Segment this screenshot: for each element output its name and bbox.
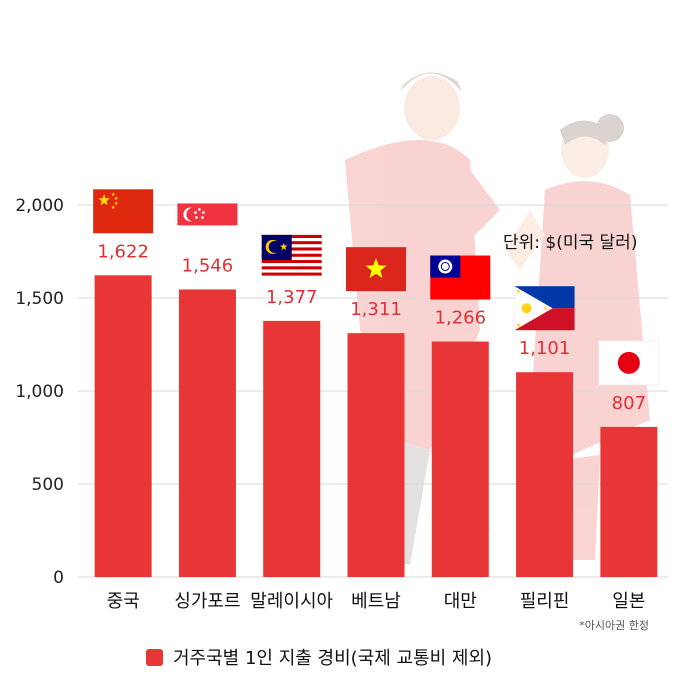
value-label: 1,101 [519, 338, 571, 359]
bar [178, 289, 236, 577]
unit-label: 단위: $(미국 달러) [503, 233, 638, 253]
bar [516, 372, 574, 577]
category-label: 필리핀 [520, 591, 570, 612]
legend-swatch [146, 648, 163, 666]
y-tick-label: 0 [53, 568, 64, 588]
value-label: 1,546 [182, 255, 234, 276]
bars [94, 275, 658, 577]
bar [263, 320, 321, 577]
y-tick-label: 1,500 [15, 289, 64, 309]
bar [94, 275, 152, 577]
malaysia-flag-icon [261, 234, 322, 279]
value-label: 1,377 [266, 287, 318, 308]
taiwan-flag-icon [430, 255, 491, 300]
category-label: 베트남 [351, 591, 401, 612]
value-label: 1,266 [435, 308, 487, 329]
philippines-flag-icon [514, 286, 575, 331]
footnote: *아시아권 한정 [579, 619, 649, 632]
category-label: 싱가포르 [174, 591, 240, 612]
value-labels: 1,622 1,546 1,377 1,311 1,266 1,101 807 [97, 241, 646, 414]
category-label: 말레이시아 [250, 591, 333, 612]
vietnam-flag-icon [346, 247, 406, 292]
category-label: 일본 [612, 591, 645, 612]
y-tick-label: 500 [32, 475, 64, 495]
y-tick-label: 2,000 [15, 196, 64, 216]
value-label: 807 [612, 393, 646, 414]
category-label: 대만 [444, 591, 477, 612]
japan-flag-icon [598, 340, 660, 386]
category-labels: 중국 싱가포르 말레이시아 베트남 대만 필리핀 일본 [107, 591, 646, 612]
singapore-flag-icon [177, 203, 238, 248]
y-axis-ticks: 0 500 1,000 1,500 2,000 [15, 196, 64, 588]
bar [600, 426, 658, 577]
flags [93, 189, 660, 386]
china-flag-icon [93, 189, 154, 234]
legend: 거주국별 1인 지출 경비(국제 교통비 제외) [146, 644, 492, 670]
value-label: 1,622 [97, 241, 149, 262]
bar [431, 341, 489, 577]
legend-label: 거주국별 1인 지출 경비(국제 교통비 제외) [173, 648, 493, 669]
y-tick-label: 1,000 [15, 382, 64, 402]
category-label: 중국 [107, 591, 140, 612]
value-label: 1,311 [350, 299, 402, 320]
bar [347, 333, 405, 577]
